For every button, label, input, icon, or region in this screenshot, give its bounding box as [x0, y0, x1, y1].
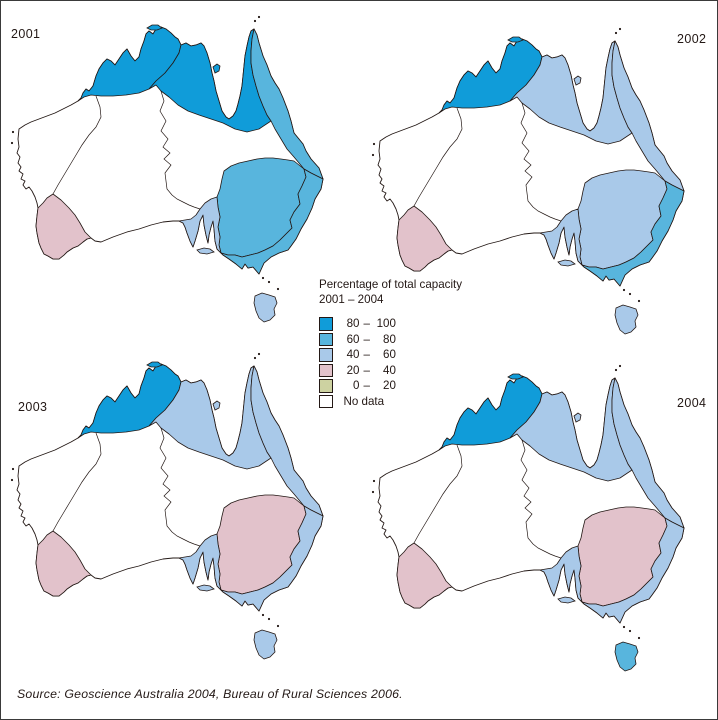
small-island-dot	[261, 613, 265, 617]
year-label-2003: 2003	[18, 400, 48, 414]
small-island-dot	[11, 467, 15, 471]
legend-rows: 80–100 60–80 40–60 20–40 0–20 No data	[319, 316, 479, 409]
small-island-dot	[371, 490, 375, 494]
map-panel-2001	[1, 1, 331, 331]
legend-swatch-no-data	[319, 394, 333, 408]
region-south-west-coast	[35, 530, 92, 597]
region-tasmania	[614, 304, 639, 335]
region-sa-gulf	[539, 208, 583, 266]
region-timor-sea	[438, 375, 543, 451]
region-south-west-coast	[396, 542, 453, 609]
melville-island	[146, 24, 163, 31]
small-island-dot	[253, 356, 257, 360]
small-island-dot	[622, 625, 626, 629]
small-island-dot	[267, 617, 271, 621]
legend-item-20-40: 20–40	[319, 363, 479, 379]
legend-swatch-20-40	[319, 363, 333, 377]
division-boundary	[520, 102, 562, 222]
small-island-dot	[276, 624, 280, 628]
small-island-dot	[614, 31, 618, 35]
legend-item-40-60: 40–60	[319, 347, 479, 363]
region-timor-sea	[77, 26, 182, 102]
region-tasmania	[253, 292, 278, 323]
small-island-dot	[372, 142, 376, 146]
map-panel-2004	[362, 350, 692, 680]
small-island-dot	[10, 141, 14, 145]
kangaroo-island	[557, 596, 576, 604]
map-panel-2003	[1, 338, 331, 668]
legend-item-60-80: 60–80	[319, 332, 479, 348]
groote-eylandt	[212, 63, 221, 74]
small-island-dot	[628, 292, 632, 296]
legend-item-0-20: 0–20	[319, 378, 479, 394]
division-boundary	[52, 432, 102, 532]
groote-eylandt	[573, 412, 582, 423]
kangaroo-island	[196, 584, 215, 592]
small-island-dot	[11, 130, 15, 134]
year-label-2001: 2001	[11, 27, 41, 41]
legend-item-80-100: 80–100	[319, 316, 479, 332]
small-island-dot	[618, 27, 622, 31]
division-boundary	[413, 107, 463, 207]
region-timor-sea	[438, 38, 543, 114]
australia-map-2001	[10, 15, 324, 323]
map-panel-2002	[362, 13, 692, 343]
region-sa-gulf	[539, 545, 583, 603]
small-island-dot	[10, 478, 14, 482]
legend-item-no-data: No data	[319, 394, 479, 410]
legend-swatch-40-60	[319, 348, 333, 362]
melville-island	[507, 36, 524, 43]
legend-title-line2: 2001 – 2004	[319, 293, 384, 306]
region-south-west-coast	[35, 193, 92, 260]
small-island-dot	[618, 364, 622, 368]
region-sa-gulf	[178, 196, 222, 254]
small-island-dot	[372, 479, 376, 483]
australia-map-2004	[371, 364, 685, 672]
division-boundary	[159, 90, 201, 210]
legend-swatch-0-20	[319, 379, 333, 393]
kangaroo-island	[557, 259, 576, 267]
legend: Percentage of total capacity 2001 – 2004…	[319, 277, 479, 409]
source-note: Source: Geoscience Australia 2004, Burea…	[17, 687, 403, 701]
small-island-dot	[614, 368, 618, 372]
small-island-dot	[276, 287, 280, 291]
year-label-2002: 2002	[677, 32, 707, 46]
small-island-dot	[261, 276, 265, 280]
groote-eylandt	[212, 400, 221, 411]
australia-map-2002	[371, 27, 685, 335]
kangaroo-island	[196, 247, 215, 255]
region-tasmania	[253, 629, 278, 660]
region-sa-gulf	[178, 533, 222, 591]
division-boundary	[520, 439, 562, 559]
legend-swatch-80-100	[319, 317, 333, 331]
division-boundary	[52, 95, 102, 195]
small-island-dot	[257, 15, 261, 19]
small-island-dot	[637, 636, 641, 640]
division-boundary	[413, 444, 463, 544]
small-island-dot	[371, 153, 375, 157]
australia-map-2003	[10, 352, 324, 660]
groote-eylandt	[573, 75, 582, 86]
legend-swatch-60-80	[319, 332, 333, 346]
legend-title-line1: Percentage of total capacity	[319, 278, 463, 291]
small-island-dot	[267, 280, 271, 284]
melville-island	[507, 373, 524, 380]
small-island-dot	[637, 299, 641, 303]
division-boundary	[159, 427, 201, 547]
melville-island	[146, 361, 163, 368]
region-tasmania	[614, 641, 639, 672]
region-timor-sea	[77, 363, 182, 439]
year-label-2004: 2004	[677, 396, 707, 410]
region-south-west-coast	[396, 205, 453, 272]
small-island-dot	[253, 19, 257, 23]
small-island-dot	[628, 629, 632, 633]
small-island-dot	[622, 288, 626, 292]
small-island-dot	[257, 352, 261, 356]
